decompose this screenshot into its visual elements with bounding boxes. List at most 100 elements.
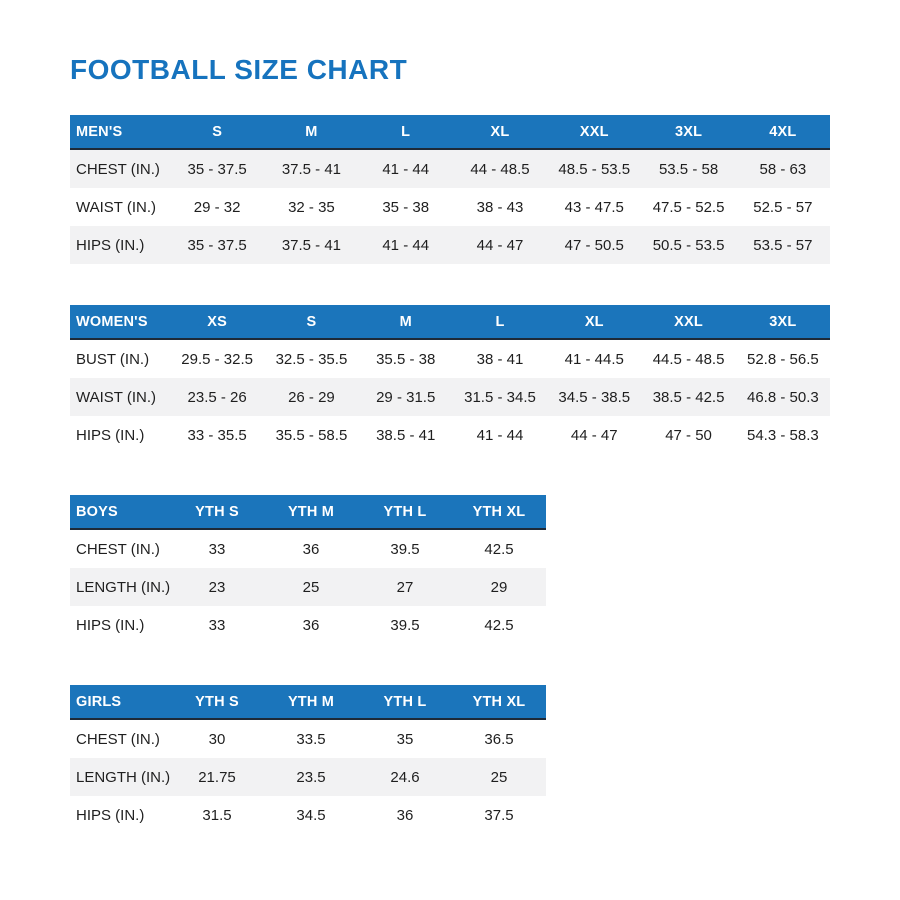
table-row: WAIST (IN.) 23.5 - 26 26 - 29 29 - 31.5 … <box>70 378 830 416</box>
row-label: HIPS (IN.) <box>76 806 145 824</box>
header-cell: S <box>306 313 317 330</box>
size-value: 39.5 <box>390 616 420 634</box>
mens-size-table: MEN'S S M L XL XXL 3XL 4XL CHEST (IN.) 3… <box>70 115 830 264</box>
table-row: LENGTH (IN.) 21.75 23.5 24.6 25 <box>70 758 546 796</box>
row-label: BUST (IN.) <box>76 350 150 368</box>
page-title: FOOTBALL SIZE CHART <box>70 54 408 85</box>
size-value: 35.5 - 38 <box>376 350 436 368</box>
header-cell: YTH XL <box>472 503 526 520</box>
header-cell: YTH M <box>287 503 335 520</box>
size-value: 44 - 48.5 <box>470 160 530 178</box>
header-cell: XXL <box>579 123 609 140</box>
table-row: HIPS (IN.) 31.5 34.5 36 37.5 <box>70 796 546 834</box>
header-cell: YTH L <box>383 503 427 520</box>
header-cell: 3XL <box>769 313 797 330</box>
size-value: 47 - 50 <box>665 426 712 444</box>
size-value: 58 - 63 <box>759 160 807 178</box>
womens-header-row: WOMEN'S XS S M L XL XXL 3XL <box>70 305 830 340</box>
table-row: CHEST (IN.) 33 36 39.5 42.5 <box>70 530 546 568</box>
header-cell: M <box>399 313 412 330</box>
header-cell: BOYS <box>76 503 118 520</box>
size-value: 25 <box>490 768 508 786</box>
size-value: 38 - 41 <box>476 350 524 368</box>
header-cell: YTH S <box>195 503 239 520</box>
size-value: 35 - 37.5 <box>187 160 247 178</box>
size-value: 29 <box>490 578 508 596</box>
size-value: 47 - 50.5 <box>564 236 624 254</box>
size-value: 35 - 37.5 <box>187 236 247 254</box>
row-label: CHEST (IN.) <box>76 160 160 178</box>
header-cell: 4XL <box>769 123 797 140</box>
header-cell: L <box>495 313 505 330</box>
size-value: 42.5 <box>484 540 514 558</box>
header-cell: YTH M <box>287 693 335 710</box>
size-value: 52.5 - 57 <box>753 198 813 216</box>
header-cell: WOMEN'S <box>76 313 148 330</box>
size-value: 44 - 47 <box>570 426 618 444</box>
size-value: 36 <box>302 616 320 634</box>
size-value: 48.5 - 53.5 <box>558 160 631 178</box>
boys-header-row: BOYS YTH S YTH M YTH L YTH XL <box>70 495 546 530</box>
size-value: 33 - 35.5 <box>187 426 247 444</box>
header-cell: YTH XL <box>472 693 526 710</box>
size-value: 47.5 - 52.5 <box>652 198 725 216</box>
size-value: 29 - 32 <box>193 198 241 216</box>
girls-header-row: GIRLS YTH S YTH M YTH L YTH XL <box>70 685 546 720</box>
size-value: 29.5 - 32.5 <box>181 350 253 368</box>
size-value: 32 - 35 <box>288 198 335 216</box>
size-value: 33 <box>208 540 226 558</box>
size-value: 25 <box>302 578 320 596</box>
size-value: 33 <box>208 616 226 634</box>
size-value: 41 - 44 <box>382 236 430 254</box>
table-row: BUST (IN.) 29.5 - 32.5 32.5 - 35.5 35.5 … <box>70 340 830 378</box>
row-label: CHEST (IN.) <box>76 730 160 748</box>
header-cell: XS <box>207 313 228 330</box>
size-value: 53.5 - 57 <box>753 236 813 254</box>
size-value: 44 - 47 <box>476 236 524 254</box>
row-label: HIPS (IN.) <box>76 426 145 444</box>
size-value: 23.5 <box>296 768 326 786</box>
header-cell: S <box>212 123 223 140</box>
size-value: 21.75 <box>198 768 236 786</box>
size-value: 24.6 <box>390 768 420 786</box>
size-value: 31.5 - 34.5 <box>464 388 536 406</box>
table-row: HIPS (IN.) 35 - 37.5 37.5 - 41 41 - 44 4… <box>70 226 830 264</box>
table-row: CHEST (IN.) 35 - 37.5 37.5 - 41 41 - 44 … <box>70 150 830 188</box>
size-value: 31.5 <box>202 806 232 824</box>
size-value: 35.5 - 58.5 <box>275 426 348 444</box>
row-label: HIPS (IN.) <box>76 616 145 634</box>
size-value: 37.5 <box>484 806 514 824</box>
size-value: 43 - 47.5 <box>564 198 624 216</box>
header-cell: XL <box>490 123 510 140</box>
size-value: 41 - 44 <box>382 160 430 178</box>
row-label: WAIST (IN.) <box>76 388 156 406</box>
header-cell: MEN'S <box>76 123 123 140</box>
header-cell: L <box>401 123 411 140</box>
size-chart-page: FOOTBALL SIZE CHART MEN'S S M L XL XXL 3… <box>70 54 830 834</box>
size-value: 39.5 <box>390 540 420 558</box>
size-value: 32.5 - 35.5 <box>275 350 348 368</box>
size-value: 37.5 - 41 <box>281 160 342 178</box>
table-row: WAIST (IN.) 29 - 32 32 - 35 35 - 38 38 -… <box>70 188 830 226</box>
table-row: HIPS (IN.) 33 36 39.5 42.5 <box>70 606 546 644</box>
row-label: WAIST (IN.) <box>76 198 156 216</box>
table-row: CHEST (IN.) 30 33.5 35 36.5 <box>70 720 546 758</box>
womens-size-table: WOMEN'S XS S M L XL XXL 3XL BUST (IN.) 2… <box>70 305 830 454</box>
row-label: HIPS (IN.) <box>76 236 145 254</box>
size-value: 35 - 38 <box>382 198 430 216</box>
header-cell: M <box>305 123 318 140</box>
size-value: 42.5 <box>484 616 514 634</box>
boys-size-table: BOYS YTH S YTH M YTH L YTH XL CHEST (IN.… <box>70 495 546 644</box>
size-value: 27 <box>396 578 414 596</box>
size-value: 41 - 44.5 <box>564 350 624 368</box>
girls-size-table: GIRLS YTH S YTH M YTH L YTH XL CHEST (IN… <box>70 685 546 834</box>
size-value: 34.5 - 38.5 <box>558 388 631 406</box>
size-value: 29 - 31.5 <box>376 388 436 406</box>
size-value: 23.5 - 26 <box>187 388 247 406</box>
header-cell: XXL <box>674 313 703 330</box>
size-value: 36 <box>396 806 414 824</box>
header-cell: GIRLS <box>76 693 122 710</box>
size-value: 54.3 - 58.3 <box>746 426 819 444</box>
row-label: LENGTH (IN.) <box>76 578 170 596</box>
header-cell: XL <box>584 313 604 330</box>
